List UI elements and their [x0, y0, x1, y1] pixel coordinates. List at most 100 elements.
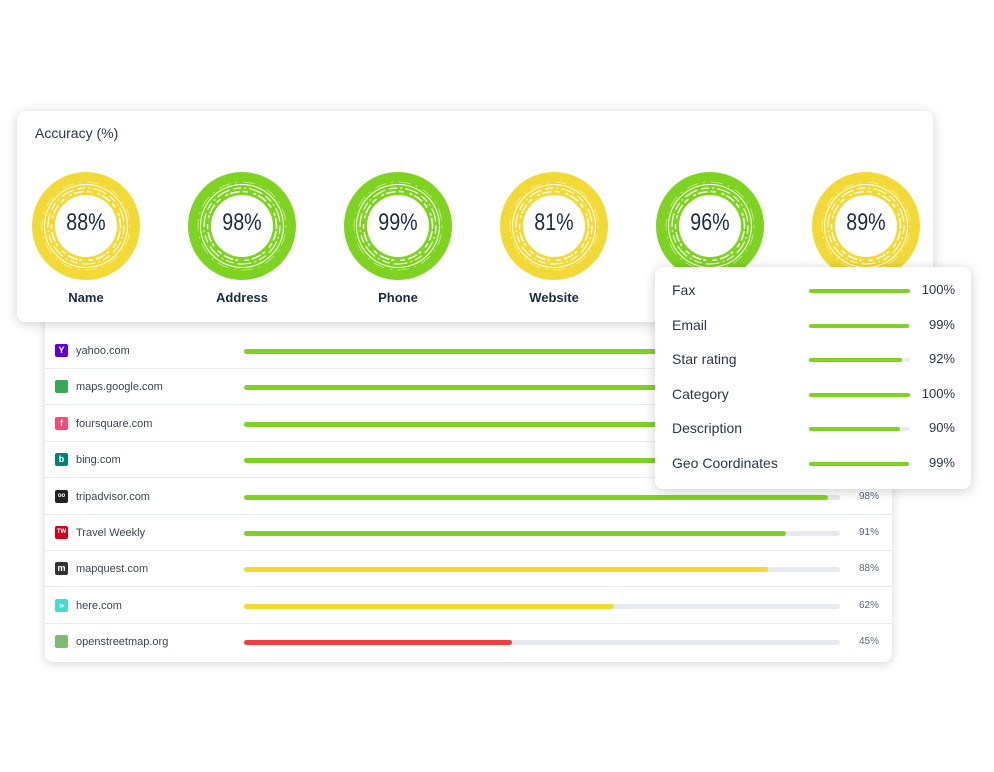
- gauge-ring: [812, 172, 920, 280]
- field-progress-fill: [809, 461, 909, 466]
- field-name: Email: [672, 316, 708, 333]
- field-name: Description: [672, 420, 743, 436]
- gauge-tick-ring-outer: [509, 181, 599, 271]
- field-progress-track: [809, 358, 910, 362]
- gauge-tick-ring: [203, 187, 281, 265]
- field-row[interactable]: Star rating 92%: [655, 342, 971, 376]
- site-name: yahoo.com: [76, 345, 130, 357]
- field-row[interactable]: Description 90%: [655, 411, 971, 445]
- site-row[interactable]: oo tripadvisor.com 98%: [45, 479, 892, 515]
- here-icon: »: [55, 598, 68, 612]
- gauge-tick-ring-outer: [197, 181, 287, 271]
- site-name: foursquare.com: [76, 417, 153, 430]
- site-percent: 91%: [858, 527, 879, 538]
- gauge-value: 98%: [222, 209, 262, 236]
- site-progress-track: [244, 458, 840, 464]
- field-row[interactable]: Geo Coordinates 99%: [655, 446, 971, 480]
- gauge-label: Address: [215, 290, 269, 305]
- site-row[interactable]: maps.google.com: [45, 369, 892, 406]
- gauge-item-6: 89%: [811, 171, 921, 311]
- gauge-center: [679, 195, 741, 257]
- travel-weekly-icon: TW: [55, 526, 68, 539]
- site-percent: 98%: [858, 490, 879, 502]
- gauge-address: 98% Address: [187, 171, 297, 311]
- field-percent: 100%: [921, 385, 955, 401]
- gauge-ring: [344, 172, 452, 280]
- site-progress-track: [244, 567, 840, 573]
- site-name: openstreetmap.org: [76, 636, 169, 649]
- field-percent: 99%: [928, 316, 955, 332]
- gauge-ring: [656, 172, 764, 280]
- site-progress-track: [244, 385, 840, 391]
- site-progress-track: [244, 531, 840, 536]
- site-progress-fill: [244, 603, 614, 609]
- field-percent: 92%: [928, 351, 955, 366]
- tripadvisor-icon: oo: [55, 489, 68, 503]
- field-progress-fill: [809, 427, 900, 431]
- field-progress-track: [809, 427, 910, 431]
- site-progress-fill: [244, 349, 840, 354]
- site-name: bing.com: [76, 454, 121, 467]
- site-progress-track: [244, 421, 840, 427]
- bing-icon: b: [55, 453, 68, 467]
- site-row[interactable]: » here.com 62%: [45, 588, 892, 624]
- gauge-center: [367, 195, 429, 257]
- field-accuracy-popup: Fax 100% Email 99% Star rating 92% Category 100…: [655, 267, 971, 489]
- field-progress-fill: [809, 358, 902, 362]
- field-progress-track: [809, 289, 910, 293]
- gauge-value: 96%: [690, 209, 730, 236]
- field-percent: 99%: [928, 454, 955, 470]
- gauge-tick-ring-inner: [674, 190, 746, 262]
- gauge-name: 88% Name: [31, 171, 141, 311]
- site-row[interactable]: f foursquare.com: [45, 406, 892, 442]
- gauge-label: Phone: [378, 290, 418, 305]
- openstreetmap-icon: [55, 635, 68, 649]
- gauge-tick-ring: [359, 187, 437, 265]
- gauge-ring: [500, 172, 608, 280]
- site-row[interactable]: m mapquest.com 88%: [45, 551, 892, 588]
- site-percent: 62%: [858, 599, 879, 611]
- gauge-outer-ring: [500, 172, 608, 280]
- gauge-outer-ring: [188, 172, 296, 280]
- gauge-tick-ring-inner: [518, 190, 590, 262]
- site-percent: 88%: [858, 563, 879, 575]
- site-progress-track: [244, 494, 840, 500]
- site-name: mapquest.com: [76, 563, 149, 576]
- site-row[interactable]: TW Travel Weekly 91%: [45, 515, 892, 551]
- field-progress-track: [809, 392, 910, 397]
- gauge-value: 88%: [66, 209, 106, 236]
- site-progress-fill: [244, 567, 769, 573]
- site-name: Travel Weekly: [76, 527, 146, 539]
- gauge-center: [211, 195, 273, 257]
- site-progress-fill: [244, 531, 787, 536]
- gauge-tick-ring: [47, 187, 125, 265]
- site-progress-track: [244, 603, 840, 609]
- gauge-ring: [32, 172, 140, 280]
- field-progress-fill: [809, 289, 910, 293]
- field-row[interactable]: Fax 100%: [655, 273, 971, 307]
- gauge-tick-ring-inner: [206, 190, 278, 262]
- gauge-ring: [188, 172, 296, 280]
- site-row[interactable]: b bing.com: [45, 442, 892, 479]
- site-row[interactable]: openstreetmap.org 45%: [45, 624, 892, 660]
- yahoo-icon: Y: [55, 344, 68, 357]
- gauge-item-5: 96%: [655, 171, 765, 311]
- gauge-tick-ring: [515, 187, 593, 265]
- gauge-center: [523, 195, 585, 257]
- gauge-center: [835, 195, 897, 257]
- gauge-outer-ring: [344, 172, 452, 280]
- gauge-label: Name: [68, 290, 104, 305]
- field-row[interactable]: Category 100%: [655, 377, 971, 411]
- field-name: Category: [672, 385, 729, 402]
- gauge-value: 99%: [378, 209, 418, 236]
- gauge-tick-ring-inner: [362, 190, 434, 262]
- site-progress-fill: [244, 421, 840, 427]
- field-row[interactable]: Email 99%: [655, 308, 971, 342]
- gauge-website: 81% Website: [499, 171, 609, 311]
- site-name: here.com: [76, 599, 122, 612]
- gauge-phone: 99% Phone: [343, 171, 453, 311]
- site-progress-fill: [244, 640, 513, 646]
- field-progress-track: [809, 461, 910, 466]
